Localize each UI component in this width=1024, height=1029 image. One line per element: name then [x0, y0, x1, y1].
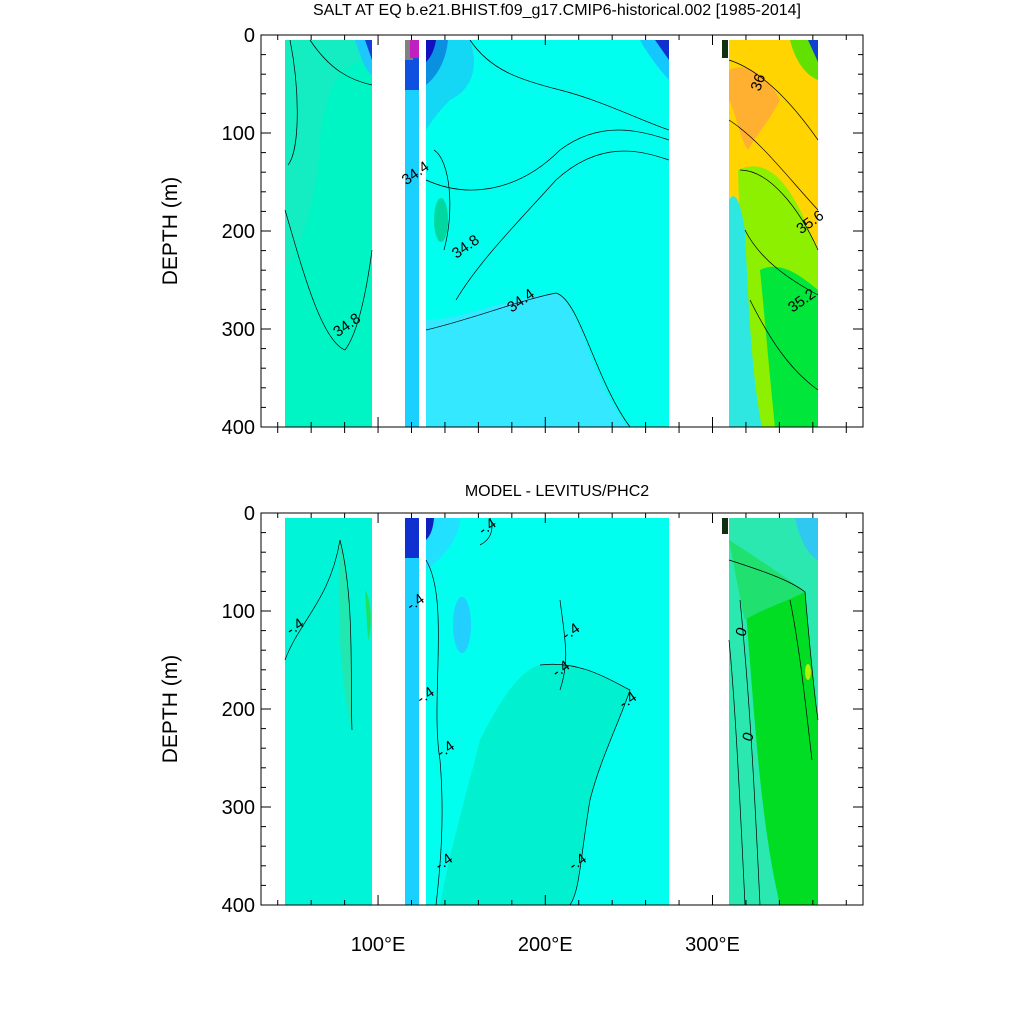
- pacific-diff-west-surface: [426, 518, 460, 570]
- contour-label: 36: [748, 72, 770, 93]
- atlantic-diff-max: [805, 664, 811, 680]
- x-tick-label: 100°E: [351, 934, 406, 956]
- atlantic-diff-east-fresh: [795, 518, 818, 560]
- contour-label: -.4: [432, 850, 456, 874]
- atlantic-east-surface: [790, 40, 818, 80]
- contour-label: -.4: [414, 684, 438, 708]
- panel-1-axes: 0 100 200 300 400: [222, 25, 863, 439]
- atlantic-east-core: [808, 40, 818, 62]
- indian-ocean-diff-green: [365, 590, 371, 640]
- atlantic-diff-west-edge: [722, 518, 728, 534]
- y-tick-label: 400: [222, 417, 255, 439]
- contour-label: -.4: [434, 737, 458, 761]
- contour-label: -.4: [616, 688, 640, 712]
- y-tick-label: 400: [222, 895, 255, 917]
- indian-ocean-diff-field: [285, 518, 372, 905]
- pacific-east-core: [655, 40, 669, 60]
- atlantic-west-cyan: [729, 196, 762, 427]
- contour-label: -.4: [404, 590, 428, 614]
- atlantic-diff-positive-region: [745, 590, 818, 905]
- atlantic-west-edge: [722, 40, 728, 58]
- y-tick-label: 200: [222, 221, 255, 243]
- contour-label: -.4: [559, 620, 583, 644]
- y-tick-label: 0: [244, 25, 255, 47]
- panel-1-ylabel: DEPTH (m): [159, 177, 182, 286]
- y-tick-label: 300: [222, 319, 255, 341]
- contour-label: -.4: [283, 615, 307, 639]
- panel-2-contours: [284, 517, 819, 905]
- atlantic-deep-region: [760, 266, 818, 427]
- indian-ocean-east-surface: [355, 40, 372, 75]
- y-tick-label: 0: [244, 503, 255, 525]
- panel-2-contour-fields: [284, 517, 819, 905]
- pacific-diff-fresh-lens: [453, 597, 471, 653]
- pacific-diff-positive-region: [440, 664, 630, 905]
- strip-diff-surface: [405, 518, 419, 558]
- atlantic-diff-surface: [729, 540, 805, 620]
- y-tick-label: 300: [222, 797, 255, 819]
- y-tick-label: 100: [222, 123, 255, 145]
- contour-label: -.4: [475, 515, 499, 539]
- pacific-deep-fresh-region: [426, 293, 628, 427]
- panel-1-contour-fields: [284, 39, 819, 427]
- indian-ocean-shading: [285, 40, 372, 270]
- panel-2-title: MODEL - LEVITUS/PHC2: [465, 483, 649, 500]
- panel-2-ylabel: DEPTH (m): [159, 655, 182, 764]
- panel-2-axes: 0 100 200 300 400 100°E 200°E 300°E: [222, 503, 863, 956]
- y-tick-label: 100: [222, 601, 255, 623]
- western-pacific-strip: [405, 40, 419, 427]
- contour-label: -.4: [566, 850, 590, 874]
- x-tick-label: 200°E: [518, 934, 573, 956]
- indian-ocean-diff-feature: [338, 540, 352, 730]
- contour-label: -.4: [549, 657, 573, 681]
- pacific-diff-west-core: [426, 518, 434, 540]
- strip-grey: [405, 40, 413, 60]
- salinity-panel: SALT AT EQ b.e21.BHIST.f09_g17.CMIP6-his…: [159, 2, 864, 439]
- pacific-east-surface: [640, 40, 669, 80]
- western-pacific-diff-strip: [405, 518, 419, 905]
- strip-magenta: [410, 40, 419, 58]
- panel-1-title: SALT AT EQ b.e21.BHIST.f09_g17.CMIP6-his…: [313, 2, 801, 19]
- pacific-west-deepcore: [426, 40, 436, 62]
- indian-ocean-east-core: [365, 40, 372, 60]
- x-tick-label: 300°E: [685, 934, 740, 956]
- y-tick-label: 200: [222, 699, 255, 721]
- difference-panel: MODEL - LEVITUS/PHC2: [159, 483, 864, 956]
- panel-1-contours: [284, 39, 819, 427]
- pacific-salinity-max: [434, 198, 448, 242]
